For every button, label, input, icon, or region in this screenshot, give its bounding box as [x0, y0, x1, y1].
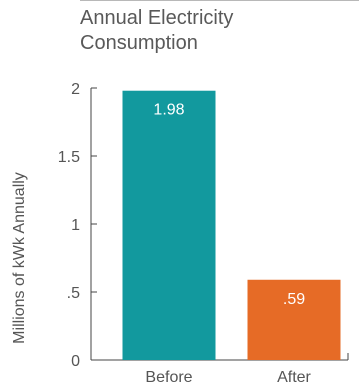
y-tick-label: 1.5	[58, 149, 80, 166]
bar-value-label: 1.98	[153, 102, 184, 119]
y-tick-label: 1	[71, 217, 80, 234]
chart-title: Annual Electricity Consumption	[80, 7, 234, 54]
y-tick-label: 0	[71, 353, 80, 370]
x-axis-tick-labels: Before After	[145, 369, 311, 385]
title-divider	[80, 0, 359, 1]
bar-series: 1.98 .59	[122, 90, 341, 360]
bar-value-label: .59	[283, 291, 305, 308]
bar	[247, 279, 341, 360]
y-axis-ticks: 0 .5 1 1.5 2	[58, 81, 97, 370]
bar	[122, 90, 216, 360]
x-tick-label: Before	[145, 369, 192, 385]
x-tick-label: After	[277, 369, 311, 385]
y-tick-label: .5	[67, 285, 80, 302]
y-tick-label: 2	[71, 81, 80, 98]
